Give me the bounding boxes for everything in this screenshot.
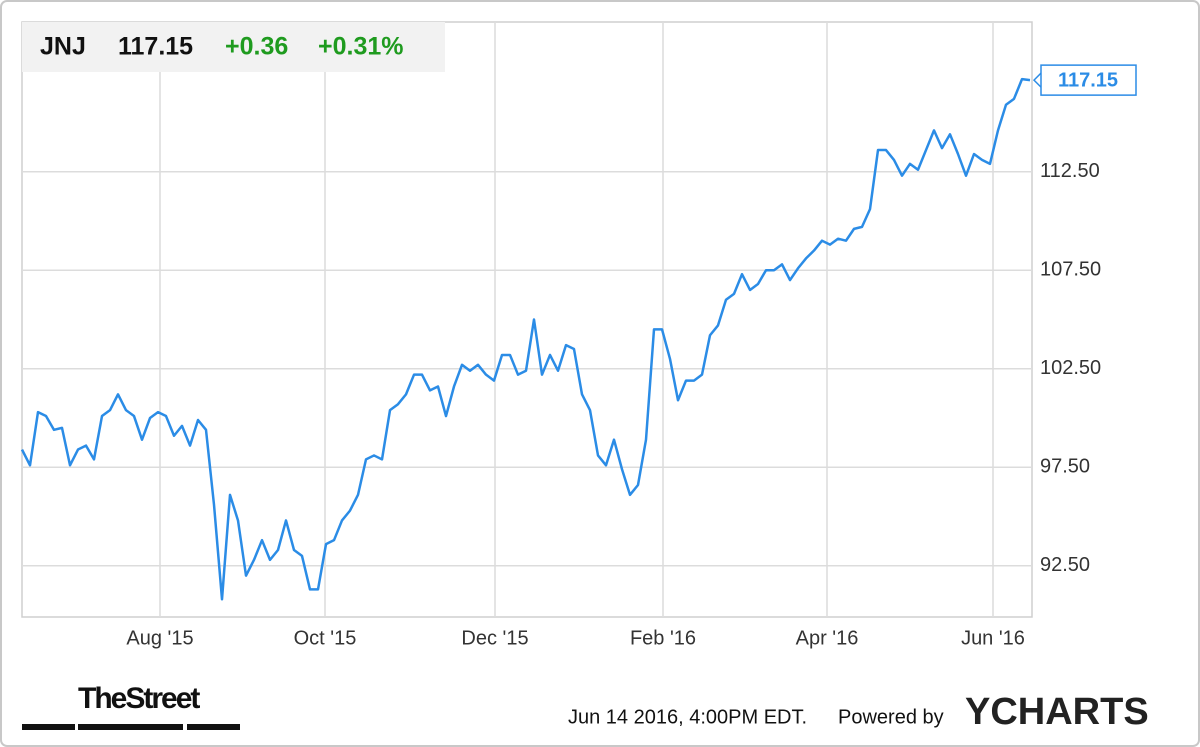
powered-by: Powered by <box>838 706 944 728</box>
x-tick-label: Dec '15 <box>461 627 528 649</box>
symbol: JNJ <box>40 33 86 61</box>
y-tick-label: 97.50 <box>1040 456 1090 478</box>
change-pct: +0.31% <box>318 33 404 61</box>
y-tick-label: 107.50 <box>1040 259 1101 281</box>
brand: TheStreet <box>78 682 200 715</box>
y-tick-label: 112.50 <box>1040 160 1100 182</box>
last-value-box <box>1040 64 1137 96</box>
brand-bar <box>78 724 183 730</box>
brand-bar <box>22 724 75 730</box>
header-box <box>22 22 445 72</box>
price-line <box>20 77 1031 601</box>
x-tick-label: Feb '16 <box>630 627 696 649</box>
last-value-label: 117.15 <box>1058 69 1118 91</box>
timestamp: Jun 14 2016, 4:00PM EDT. <box>568 706 807 728</box>
x-tick-label: Aug '15 <box>126 627 193 649</box>
x-tick-label: Apr '16 <box>796 627 859 649</box>
price: 117.15 <box>118 33 193 61</box>
y-tick-label: 92.50 <box>1040 554 1090 576</box>
logo: YCHARTS <box>965 691 1149 733</box>
x-tick-label: Jun '16 <box>961 627 1025 649</box>
x-tick-label: Oct '15 <box>294 627 357 649</box>
brand-bar <box>187 724 240 730</box>
change: +0.36 <box>225 33 288 61</box>
y-tick-label: 102.50 <box>1040 357 1101 379</box>
plot-area <box>21 21 1033 618</box>
